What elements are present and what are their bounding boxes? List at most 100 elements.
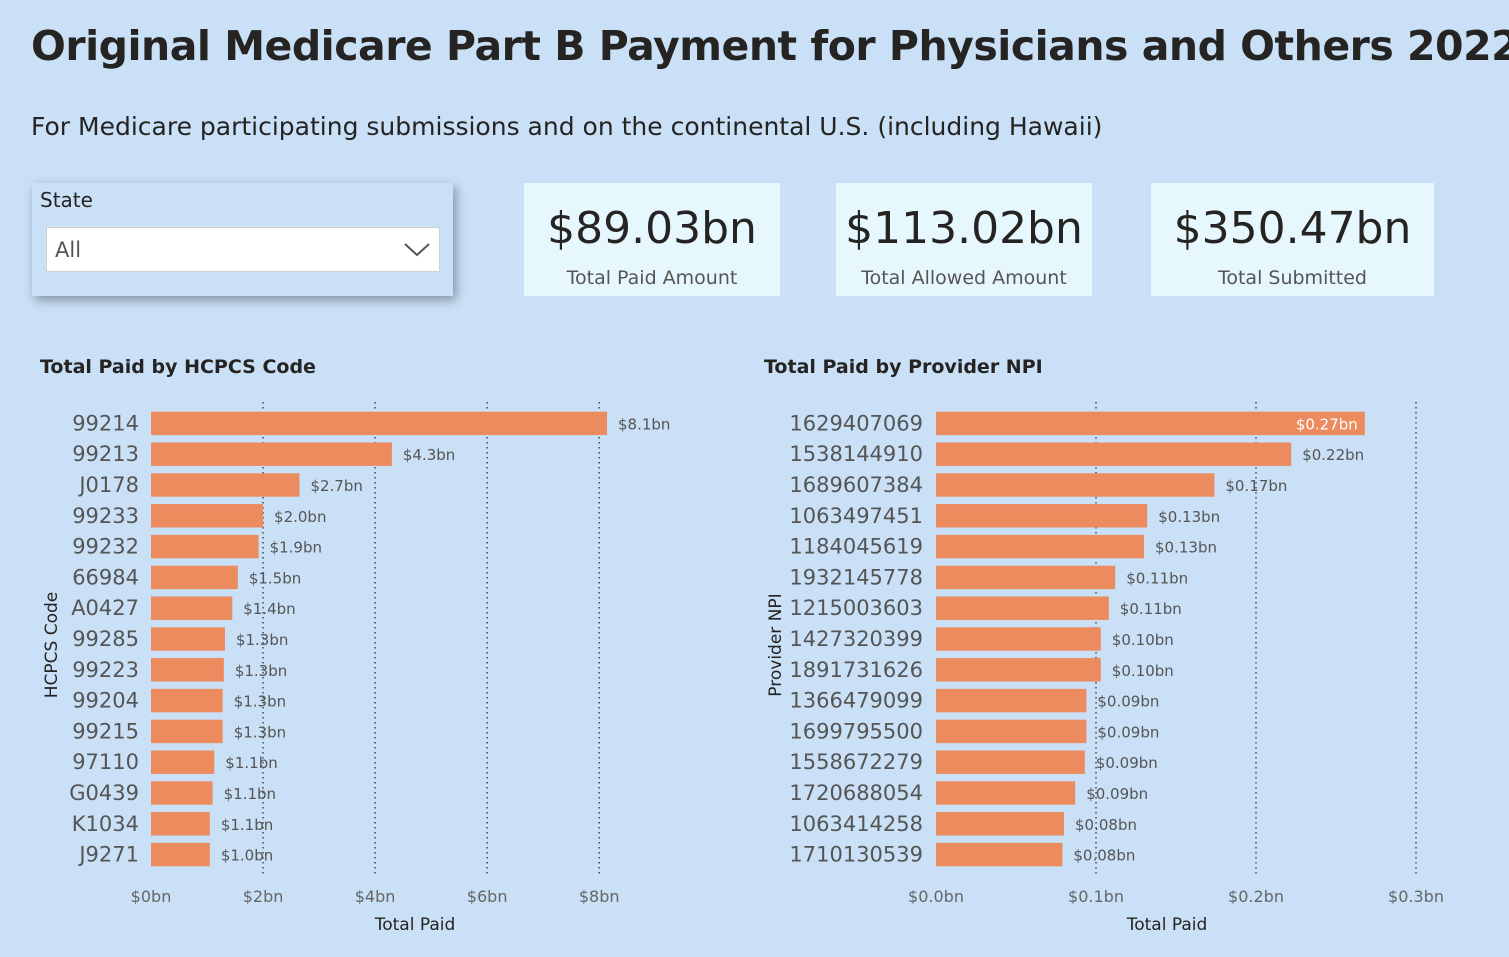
hcpcs-data-label: $1.5bn bbox=[249, 569, 301, 587]
npi-category-label: 1710130539 bbox=[789, 843, 923, 867]
hcpcs-category-label: 99285 bbox=[72, 627, 139, 651]
hcpcs-bar bbox=[151, 781, 213, 805]
hcpcs-x-axis-title: Total Paid bbox=[374, 915, 456, 935]
npi-data-label: $0.13bn bbox=[1158, 508, 1220, 526]
hcpcs-data-label: $2.7bn bbox=[310, 477, 362, 495]
npi-bar bbox=[936, 812, 1064, 836]
hcpcs-category-label: 99233 bbox=[72, 504, 139, 528]
hcpcs-category-label: 99213 bbox=[72, 442, 139, 466]
hcpcs-category-label: 66984 bbox=[72, 565, 139, 589]
npi-bar bbox=[936, 627, 1101, 651]
npi-data-label: $0.27bn bbox=[1296, 415, 1358, 433]
kpi-value: $89.03bn bbox=[547, 203, 757, 254]
hcpcs-tick-label: $8bn bbox=[579, 887, 620, 906]
npi-data-label: $0.09bn bbox=[1096, 754, 1158, 772]
npi-bar bbox=[936, 504, 1148, 528]
hcpcs-bar bbox=[151, 596, 233, 620]
hcpcs-category-label: 99215 bbox=[72, 719, 139, 743]
hcpcs-bar bbox=[151, 750, 215, 774]
npi-tick-label: $0.1bn bbox=[1068, 887, 1124, 906]
npi-category-label: 1184045619 bbox=[789, 535, 923, 559]
hcpcs-bar bbox=[151, 504, 264, 528]
hcpcs-data-label: $2.0bn bbox=[274, 508, 326, 526]
hcpcs-category-label: K1034 bbox=[72, 812, 139, 836]
npi-category-label: 1932145778 bbox=[789, 565, 923, 589]
hcpcs-category-label: J0178 bbox=[77, 473, 139, 497]
chart-title-hcpcs: Total Paid by HCPCS Code bbox=[40, 356, 316, 378]
hcpcs-data-label: $1.3bn bbox=[236, 631, 288, 649]
kpi-card-total-paid: $89.03bn Total Paid Amount bbox=[524, 183, 780, 296]
hcpcs-category-label: J9271 bbox=[77, 843, 139, 867]
hcpcs-data-label: $1.1bn bbox=[221, 816, 273, 834]
npi-category-label: 1063414258 bbox=[789, 812, 923, 836]
npi-bar bbox=[936, 688, 1087, 713]
hcpcs-category-label: 99232 bbox=[72, 535, 139, 559]
npi-bar bbox=[936, 411, 1365, 436]
npi-bar bbox=[936, 750, 1085, 774]
state-slicer-label: State bbox=[40, 188, 93, 212]
chevron-down-icon bbox=[404, 243, 430, 257]
hcpcs-bar bbox=[151, 812, 210, 836]
page-title: Original Medicare Part B Payment for Phy… bbox=[31, 22, 1509, 70]
hcpcs-bar bbox=[151, 627, 225, 651]
state-dropdown-value: All bbox=[55, 238, 82, 262]
state-dropdown[interactable]: All bbox=[46, 227, 440, 272]
npi-data-label: $0.11bn bbox=[1120, 600, 1182, 618]
npi-bar bbox=[936, 565, 1116, 590]
npi-data-label: $0.08bn bbox=[1075, 816, 1137, 834]
kpi-label: Total Allowed Amount bbox=[861, 267, 1067, 289]
hcpcs-category-label: 97110 bbox=[72, 750, 139, 774]
npi-data-label: $0.11bn bbox=[1126, 569, 1188, 587]
npi-data-label: $0.09bn bbox=[1097, 693, 1159, 711]
npi-bar bbox=[936, 719, 1087, 744]
hcpcs-data-label: $1.3bn bbox=[234, 723, 286, 741]
npi-category-label: 1215003603 bbox=[789, 596, 923, 620]
hcpcs-bar bbox=[151, 688, 223, 713]
npi-category-label: 1538144910 bbox=[789, 442, 923, 466]
kpi-label: Total Paid Amount bbox=[566, 267, 738, 289]
hcpcs-category-label: A0427 bbox=[71, 596, 139, 620]
npi-data-label: $0.09bn bbox=[1097, 723, 1159, 741]
hcpcs-tick-label: $6bn bbox=[467, 887, 508, 906]
npi-category-label: 1366479099 bbox=[789, 689, 923, 713]
npi-bar bbox=[936, 534, 1144, 559]
hcpcs-bar bbox=[151, 719, 223, 744]
npi-bar bbox=[936, 473, 1215, 497]
npi-bar bbox=[936, 596, 1109, 620]
npi-tick-label: $0.0bn bbox=[908, 887, 964, 906]
npi-category-label: 1063497451 bbox=[789, 504, 923, 528]
kpi-card-total-submitted: $350.47bn Total Submitted bbox=[1151, 183, 1434, 296]
chart-title-npi: Total Paid by Provider NPI bbox=[764, 356, 1043, 378]
npi-category-label: 1629407069 bbox=[789, 411, 923, 435]
hcpcs-category-label: G0439 bbox=[69, 781, 139, 805]
hcpcs-data-label: $1.3bn bbox=[234, 693, 286, 711]
hcpcs-bar bbox=[151, 411, 608, 436]
npi-tick-label: $0.3bn bbox=[1388, 887, 1444, 906]
hcpcs-data-label: $1.9bn bbox=[270, 539, 322, 557]
npi-category-label: 1689607384 bbox=[789, 473, 923, 497]
hcpcs-bar bbox=[151, 658, 224, 682]
npi-x-axis-title: Total Paid bbox=[1126, 915, 1208, 935]
npi-data-label: $0.10bn bbox=[1112, 631, 1174, 649]
hcpcs-tick-label: $2bn bbox=[243, 887, 284, 906]
npi-bar bbox=[936, 842, 1063, 867]
hcpcs-bar bbox=[151, 442, 392, 466]
npi-data-label: $0.17bn bbox=[1225, 477, 1287, 495]
npi-category-label: 1699795500 bbox=[789, 719, 923, 743]
hcpcs-bar bbox=[151, 842, 210, 867]
hcpcs-bar bbox=[151, 473, 300, 497]
hcpcs-category-label: 99204 bbox=[72, 689, 139, 713]
hcpcs-data-label: $4.3bn bbox=[403, 446, 455, 464]
hcpcs-data-label: $1.1bn bbox=[225, 754, 277, 772]
hcpcs-tick-label: $0bn bbox=[131, 887, 172, 906]
state-slicer: State All bbox=[32, 183, 453, 296]
hcpcs-category-label: 99223 bbox=[72, 658, 139, 682]
npi-category-label: 1891731626 bbox=[789, 658, 923, 682]
npi-data-label: $0.22bn bbox=[1302, 446, 1364, 464]
npi-tick-label: $0.2bn bbox=[1228, 887, 1284, 906]
npi-bar bbox=[936, 442, 1292, 466]
npi-bar bbox=[936, 781, 1076, 805]
npi-category-label: 1720688054 bbox=[789, 781, 923, 805]
kpi-value: $113.02bn bbox=[845, 203, 1083, 254]
